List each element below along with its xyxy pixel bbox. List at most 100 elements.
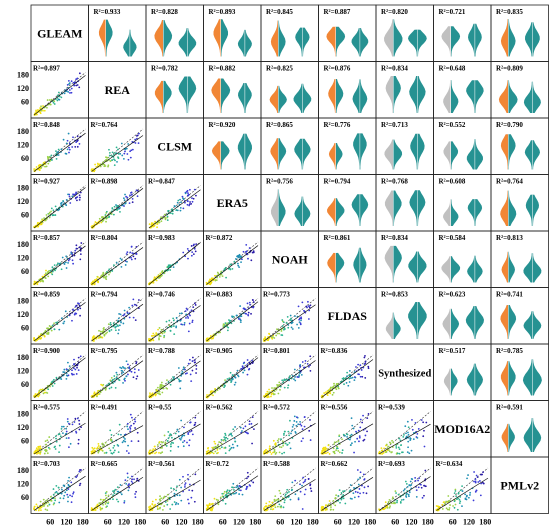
scatter-point — [188, 322, 191, 325]
scatter-point — [356, 469, 359, 471]
scatter-point — [278, 381, 281, 384]
scatter-point — [65, 377, 68, 380]
r2-label: R²=0.825 — [266, 65, 293, 73]
scatter-point — [161, 508, 164, 511]
scatter-point — [309, 304, 312, 307]
scatter-point — [36, 109, 39, 111]
scatter-point — [175, 325, 178, 328]
scatter-point — [66, 83, 69, 86]
r2-label: R²=0.898 — [91, 178, 118, 186]
scatter-point — [188, 444, 191, 447]
scatter-point — [224, 322, 227, 325]
r2-label: R²=0.572 — [263, 404, 290, 412]
scatter-point — [303, 416, 306, 418]
scatter-point — [126, 425, 129, 428]
scatter-point — [112, 446, 115, 449]
violin-half-right — [359, 247, 367, 283]
scatter-point — [469, 491, 472, 494]
scatter-point — [236, 262, 239, 265]
scatter-point — [168, 319, 171, 322]
scatter-point — [243, 361, 246, 364]
scatter-point — [265, 448, 267, 451]
scatter-point — [351, 424, 354, 427]
scatter-point — [97, 445, 100, 447]
scatter-point — [275, 499, 277, 502]
scatter-point — [123, 501, 126, 504]
scatter-point — [273, 500, 276, 502]
scatter-point — [154, 394, 157, 397]
scatter-point — [366, 417, 369, 419]
scatter-point — [402, 498, 405, 501]
scatter-point — [136, 477, 139, 480]
scatter-point — [171, 208, 174, 211]
violin-half-left — [500, 190, 509, 226]
scatter-point — [50, 325, 53, 328]
scatter-point — [180, 312, 183, 315]
scatter-point — [404, 425, 407, 428]
scatter-point — [76, 417, 79, 420]
scatter-point — [156, 223, 159, 225]
scatter-point — [408, 452, 411, 455]
scatter-point — [275, 334, 278, 337]
scatter-point — [351, 442, 353, 445]
scatter-point — [300, 424, 303, 427]
scatter-point — [289, 318, 291, 321]
scatter-point — [63, 368, 66, 371]
r2-label: R²=0.713 — [381, 121, 408, 129]
scatter-point — [294, 493, 297, 496]
scatter-point — [99, 330, 102, 333]
scatter-point — [107, 323, 110, 326]
scatter-point — [124, 379, 126, 382]
scatter-point — [465, 495, 468, 498]
scatter-point — [246, 373, 249, 376]
scatter-point — [111, 151, 114, 154]
scatter-point — [124, 150, 126, 153]
regression-line — [33, 357, 86, 398]
r2-label: R²=0.927 — [33, 178, 60, 186]
scatter-point — [130, 149, 133, 152]
r2-label: R²=0.836 — [321, 347, 348, 355]
y-tick-label: 180 — [17, 184, 29, 193]
scatter-point — [158, 338, 160, 341]
scatter-point — [67, 483, 70, 486]
scatter-point — [307, 318, 310, 320]
scatter-point — [178, 380, 181, 383]
regression-line — [263, 423, 316, 455]
x-tick-label: 180 — [479, 518, 491, 526]
scatter-point — [117, 451, 120, 454]
scatter-point — [245, 431, 248, 434]
r2-label: R²=0.562 — [206, 404, 233, 412]
scatter-point — [118, 207, 121, 210]
scatter-point — [475, 489, 478, 492]
scatter-point — [276, 328, 278, 331]
x-tick-label: 180 — [364, 518, 376, 526]
regression-line — [206, 357, 259, 398]
scatter-point — [477, 481, 480, 483]
scatter-point — [265, 502, 268, 505]
scatter-point — [73, 367, 75, 370]
violin-half-right — [417, 251, 427, 283]
scatter-point — [158, 451, 160, 454]
scatter-point — [41, 279, 44, 282]
violin-half-left — [441, 256, 451, 283]
r2-label: R²=0.584 — [439, 234, 466, 242]
scatter-point — [131, 201, 134, 204]
scatter-point — [188, 439, 191, 442]
scatter-point — [40, 109, 43, 112]
scatter-point — [184, 482, 187, 485]
scatter-point — [115, 371, 118, 374]
regression-line — [148, 360, 201, 398]
scatter-point — [100, 221, 103, 224]
scatter-point — [301, 301, 304, 304]
scatter-point — [245, 477, 248, 480]
scatter-point — [39, 451, 42, 454]
scatter-point — [342, 433, 345, 436]
scatter-point — [366, 430, 368, 433]
scatter-point — [113, 449, 116, 452]
scatter-point — [263, 508, 266, 511]
scatter-point — [68, 476, 70, 479]
scatter-point — [401, 451, 404, 454]
scatter-point — [42, 498, 45, 501]
scatter-point — [160, 220, 163, 223]
violin-half-right — [163, 80, 172, 113]
